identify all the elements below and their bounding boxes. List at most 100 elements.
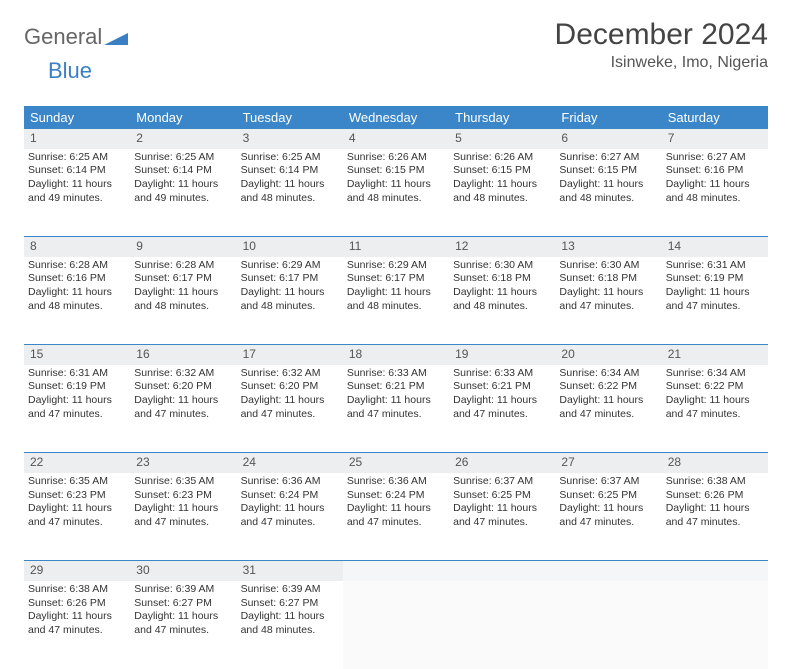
sunrise-text: Sunrise: 6:35 AM	[28, 475, 126, 489]
day-cell: Sunrise: 6:33 AMSunset: 6:21 PMDaylight:…	[343, 365, 449, 453]
daylight-text: Daylight: 11 hours	[134, 286, 232, 300]
daylight-text: Daylight: 11 hours	[134, 178, 232, 192]
sunrise-text: Sunrise: 6:25 AM	[241, 151, 339, 165]
sunset-text: Sunset: 6:14 PM	[134, 164, 232, 178]
daylight-text: Daylight: 11 hours	[453, 178, 551, 192]
day-number: 13	[555, 237, 661, 257]
day-number: 14	[662, 237, 768, 257]
daylight-text: Daylight: 11 hours	[28, 286, 126, 300]
sunset-text: Sunset: 6:24 PM	[241, 489, 339, 503]
day-cell: Sunrise: 6:38 AMSunset: 6:26 PMDaylight:…	[662, 473, 768, 561]
daylight-text: Daylight: 11 hours	[666, 178, 764, 192]
daylight-text: and 47 minutes.	[28, 516, 126, 530]
day-cell: Sunrise: 6:31 AMSunset: 6:19 PMDaylight:…	[662, 257, 768, 345]
sunrise-text: Sunrise: 6:26 AM	[453, 151, 551, 165]
sunrise-text: Sunrise: 6:36 AM	[347, 475, 445, 489]
sunset-text: Sunset: 6:20 PM	[241, 380, 339, 394]
day-number: 2	[130, 129, 236, 149]
daylight-text: Daylight: 11 hours	[347, 394, 445, 408]
sunrise-text: Sunrise: 6:33 AM	[347, 367, 445, 381]
day-cell: Sunrise: 6:30 AMSunset: 6:18 PMDaylight:…	[555, 257, 661, 345]
daylight-text: and 48 minutes.	[347, 300, 445, 314]
day-header-row: Sunday Monday Tuesday Wednesday Thursday…	[24, 106, 768, 129]
day-number: 30	[130, 561, 236, 581]
day-number: 11	[343, 237, 449, 257]
day-cell: Sunrise: 6:32 AMSunset: 6:20 PMDaylight:…	[130, 365, 236, 453]
sunset-text: Sunset: 6:15 PM	[559, 164, 657, 178]
sunrise-text: Sunrise: 6:34 AM	[559, 367, 657, 381]
daylight-text: and 48 minutes.	[241, 624, 339, 638]
daylight-text: and 47 minutes.	[559, 300, 657, 314]
sunset-text: Sunset: 6:21 PM	[347, 380, 445, 394]
sunset-text: Sunset: 6:17 PM	[241, 272, 339, 286]
daylight-text: and 47 minutes.	[559, 408, 657, 422]
sunset-text: Sunset: 6:17 PM	[134, 272, 232, 286]
sunrise-text: Sunrise: 6:25 AM	[28, 151, 126, 165]
daylight-text: and 47 minutes.	[347, 516, 445, 530]
sunrise-text: Sunrise: 6:38 AM	[666, 475, 764, 489]
daylight-text: and 47 minutes.	[28, 408, 126, 422]
sunset-text: Sunset: 6:21 PM	[453, 380, 551, 394]
daylight-text: Daylight: 11 hours	[134, 502, 232, 516]
day-number: 5	[449, 129, 555, 149]
sunset-text: Sunset: 6:22 PM	[559, 380, 657, 394]
day-cell: Sunrise: 6:36 AMSunset: 6:24 PMDaylight:…	[237, 473, 343, 561]
daynum-row: 293031	[24, 561, 768, 581]
sunset-text: Sunset: 6:19 PM	[666, 272, 764, 286]
sunrise-text: Sunrise: 6:39 AM	[241, 583, 339, 597]
sunrise-text: Sunrise: 6:25 AM	[134, 151, 232, 165]
day-cell: Sunrise: 6:37 AMSunset: 6:25 PMDaylight:…	[449, 473, 555, 561]
day-cell: Sunrise: 6:25 AMSunset: 6:14 PMDaylight:…	[237, 149, 343, 237]
daylight-text: and 47 minutes.	[347, 408, 445, 422]
daylight-text: Daylight: 11 hours	[559, 394, 657, 408]
day-number: 29	[24, 561, 130, 581]
day-cell: Sunrise: 6:26 AMSunset: 6:15 PMDaylight:…	[343, 149, 449, 237]
sunrise-text: Sunrise: 6:34 AM	[666, 367, 764, 381]
daylight-text: and 47 minutes.	[134, 624, 232, 638]
sunset-text: Sunset: 6:14 PM	[241, 164, 339, 178]
sunset-text: Sunset: 6:27 PM	[134, 597, 232, 611]
logo-text-general: General	[24, 24, 102, 50]
day-cell: Sunrise: 6:25 AMSunset: 6:14 PMDaylight:…	[130, 149, 236, 237]
day-number: 31	[237, 561, 343, 581]
sunset-text: Sunset: 6:26 PM	[666, 489, 764, 503]
daylight-text: Daylight: 11 hours	[28, 502, 126, 516]
day-number: 8	[24, 237, 130, 257]
sunrise-text: Sunrise: 6:30 AM	[453, 259, 551, 273]
daylight-text: Daylight: 11 hours	[28, 178, 126, 192]
calendar-row: Sunrise: 6:25 AMSunset: 6:14 PMDaylight:…	[24, 149, 768, 237]
daylight-text: and 48 minutes.	[28, 300, 126, 314]
sunrise-text: Sunrise: 6:29 AM	[347, 259, 445, 273]
sunset-text: Sunset: 6:15 PM	[453, 164, 551, 178]
day-cell: Sunrise: 6:29 AMSunset: 6:17 PMDaylight:…	[343, 257, 449, 345]
daylight-text: Daylight: 11 hours	[347, 502, 445, 516]
day-number: 26	[449, 453, 555, 473]
sunrise-text: Sunrise: 6:32 AM	[134, 367, 232, 381]
month-title: December 2024	[555, 18, 768, 52]
sunset-text: Sunset: 6:18 PM	[559, 272, 657, 286]
day-number: 22	[24, 453, 130, 473]
day-header: Saturday	[662, 106, 768, 129]
sunrise-text: Sunrise: 6:31 AM	[666, 259, 764, 273]
sunset-text: Sunset: 6:23 PM	[134, 489, 232, 503]
day-cell: Sunrise: 6:36 AMSunset: 6:24 PMDaylight:…	[343, 473, 449, 561]
day-number	[662, 561, 768, 581]
day-number	[555, 561, 661, 581]
day-header: Friday	[555, 106, 661, 129]
sunrise-text: Sunrise: 6:37 AM	[559, 475, 657, 489]
day-number: 7	[662, 129, 768, 149]
daylight-text: and 48 minutes.	[241, 192, 339, 206]
day-cell: Sunrise: 6:29 AMSunset: 6:17 PMDaylight:…	[237, 257, 343, 345]
day-cell: Sunrise: 6:35 AMSunset: 6:23 PMDaylight:…	[130, 473, 236, 561]
sunset-text: Sunset: 6:16 PM	[28, 272, 126, 286]
day-cell: Sunrise: 6:39 AMSunset: 6:27 PMDaylight:…	[130, 581, 236, 669]
daylight-text: and 47 minutes.	[559, 516, 657, 530]
daylight-text: and 47 minutes.	[666, 408, 764, 422]
day-number: 23	[130, 453, 236, 473]
daylight-text: Daylight: 11 hours	[241, 178, 339, 192]
day-header: Wednesday	[343, 106, 449, 129]
daylight-text: and 48 minutes.	[241, 300, 339, 314]
daylight-text: Daylight: 11 hours	[28, 610, 126, 624]
daylight-text: Daylight: 11 hours	[347, 178, 445, 192]
calendar-table: Sunday Monday Tuesday Wednesday Thursday…	[24, 106, 768, 669]
